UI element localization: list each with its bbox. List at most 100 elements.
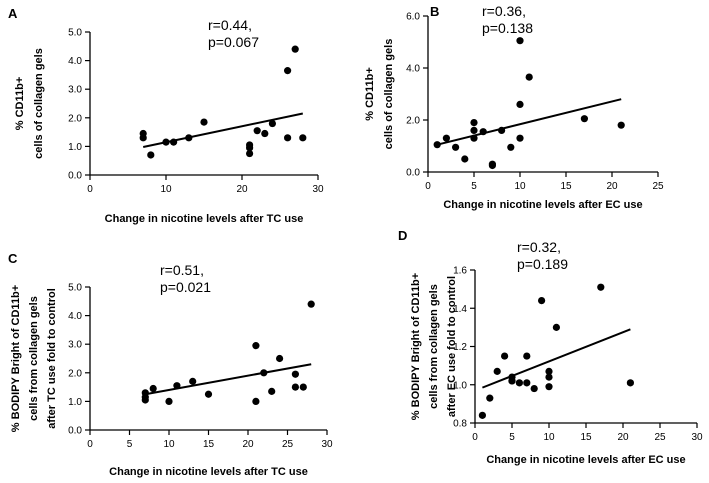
x-tick-label: 25	[652, 181, 664, 192]
x-axis-title: Change in nicotine levels after EC use	[443, 199, 642, 211]
regression-line	[436, 98, 622, 146]
panel-a: A 0.0 1.0 2.0 3.0 4.0 5.0 0 10 20 30 Change in nico…	[8, 6, 324, 225]
data-point	[261, 129, 269, 138]
data-point	[185, 134, 193, 142]
correlation-annotation: r=0.32,	[517, 239, 561, 255]
y-tick-label: 5.0	[68, 28, 82, 39]
x-tick-label: 15	[560, 181, 572, 192]
data-point	[452, 143, 460, 151]
data-point	[493, 367, 501, 375]
data-point	[501, 352, 509, 360]
y-tick-label: 2.0	[68, 113, 82, 124]
x-axis-title: Change in nicotine levels after TC use	[109, 466, 308, 478]
data-point	[268, 387, 276, 395]
data-point	[545, 367, 553, 375]
data-point	[433, 141, 441, 149]
y-tick-label: 3.0	[68, 85, 82, 96]
x-tick-label: 10	[163, 439, 175, 450]
x-tick-label: 5	[509, 432, 515, 443]
data-point	[538, 297, 546, 305]
data-point	[507, 143, 515, 151]
x-tick-label: 25	[654, 432, 666, 443]
data-point	[516, 37, 524, 45]
x-axis-title: Change in nicotine levels after EC use	[486, 454, 685, 466]
data-point	[516, 100, 524, 108]
panel-letter: A	[8, 6, 18, 21]
data-point	[530, 384, 538, 393]
panel-letter: D	[398, 228, 407, 243]
y-tick-label: 0.0	[68, 426, 82, 437]
panel-c: C 0.0 1.0 2.0 3.0 4.0 5.0 0 5 10 15 20 25 30 Change in…	[8, 251, 333, 478]
correlation-annotation: p=0.138	[482, 20, 533, 36]
data-point	[139, 134, 147, 142]
y-tick-label: 0.0	[406, 168, 420, 179]
x-tick-label: 5	[471, 181, 477, 192]
x-tick-label: 20	[606, 181, 618, 192]
x-tick-label: 0	[425, 181, 431, 192]
x-tick-label: 10	[514, 181, 526, 192]
y-tick-label: 1.4	[453, 304, 467, 315]
data-point	[478, 411, 486, 419]
data-point	[523, 379, 531, 387]
data-point	[545, 383, 553, 391]
data-point	[523, 352, 531, 360]
data-point	[141, 396, 149, 404]
data-point	[479, 128, 487, 136]
data-point	[189, 377, 197, 385]
x-tick-label: 0	[472, 432, 478, 443]
data-point	[291, 383, 299, 391]
data-point	[299, 383, 307, 391]
correlation-annotation: r=0.51,	[160, 262, 204, 278]
x-tick-label: 10	[160, 184, 172, 195]
data-point	[552, 323, 561, 331]
panel-letter: C	[8, 251, 18, 266]
correlation-annotation: p=0.021	[160, 279, 211, 295]
y-axis-title-line: cells from collagen gels	[428, 284, 440, 409]
y-axis-title-line: cells from collagen gels	[28, 296, 40, 421]
data-point	[291, 45, 299, 53]
x-tick-label: 20	[242, 439, 254, 450]
y-tick-label: 1.6	[453, 266, 467, 277]
x-tick-label: 25	[282, 439, 294, 450]
data-point	[170, 138, 178, 146]
data-point	[162, 138, 170, 146]
data-point	[516, 134, 524, 142]
data-point	[268, 119, 276, 128]
data-point	[284, 67, 292, 75]
data-point	[173, 382, 181, 390]
y-tick-label: 4.0	[406, 64, 420, 75]
y-axis-title-line: cells of collagen gels	[33, 48, 45, 159]
x-tick-label: 0	[87, 439, 93, 450]
data-point	[252, 342, 260, 350]
data-point	[276, 354, 284, 363]
data-point	[253, 127, 261, 135]
data-point	[442, 134, 450, 142]
correlation-annotation: r=0.36,	[482, 3, 526, 19]
x-tick-label: 15	[203, 439, 215, 450]
x-axis-title: Change in nicotine levels after TC use	[105, 213, 304, 225]
x-tick-label: 0	[87, 184, 93, 195]
data-point	[580, 115, 589, 123]
regression-line	[482, 328, 631, 389]
data-point	[307, 300, 315, 308]
data-point	[246, 144, 254, 152]
data-point	[515, 379, 524, 387]
x-tick-label: 15	[580, 432, 592, 443]
y-tick-label: 3.0	[68, 340, 82, 351]
data-point	[486, 394, 494, 402]
y-tick-label: 4.0	[68, 56, 82, 67]
x-tick-label: 30	[691, 432, 703, 443]
data-point	[246, 149, 254, 158]
regression-line	[142, 112, 304, 148]
y-tick-label: 4.0	[68, 311, 82, 322]
panel-letter: B	[430, 4, 439, 19]
y-tick-label: 1.0	[68, 397, 82, 408]
data-point	[508, 377, 516, 385]
correlation-annotation: r=0.44,	[208, 17, 252, 33]
data-point	[498, 126, 506, 134]
y-tick-label: 1.0	[453, 380, 467, 391]
correlation-annotation: p=0.067	[208, 34, 259, 50]
data-point	[470, 126, 478, 134]
data-point	[252, 397, 260, 405]
y-tick-label: 0.8	[453, 419, 467, 430]
